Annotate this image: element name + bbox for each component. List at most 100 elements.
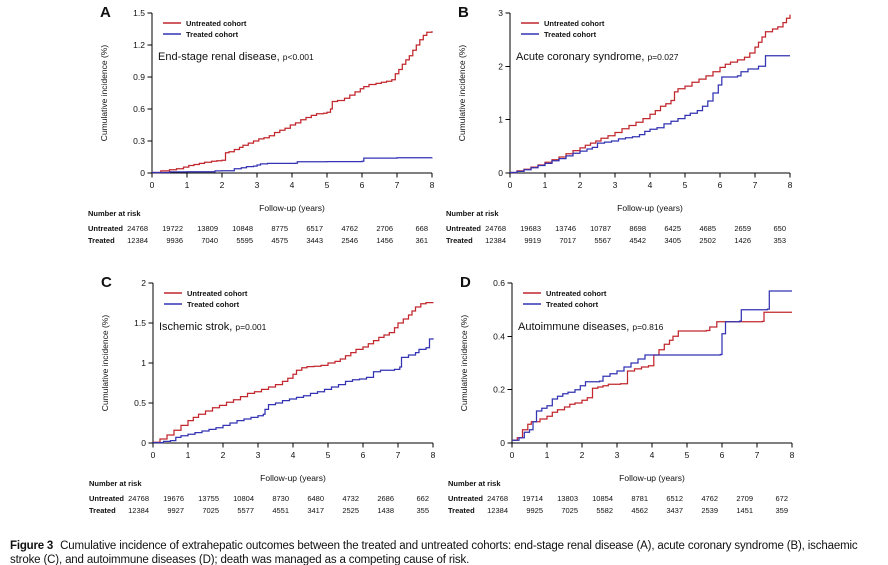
y-tick-label: 3 [498, 8, 503, 18]
risk-value: 9936 [166, 236, 183, 245]
risk-value: 3417 [307, 506, 324, 515]
x-tick-label: 2 [580, 450, 585, 460]
risk-value: 8698 [629, 224, 646, 233]
x-tick-label: 8 [430, 180, 435, 190]
treated-curve [152, 157, 433, 174]
panel-d-chart: D 0 0.2 0.4 0.6 0 1 2 3 4 5 6 7 8 Cumulative incidence… [448, 274, 795, 515]
x-tick-label: 3 [256, 450, 261, 460]
x-tick-label: 2 [221, 450, 226, 460]
risk-table-header: Number at risk [89, 479, 142, 488]
y-tick-label: 1 [498, 115, 503, 125]
x-axis-label: Follow-up (years) [260, 473, 326, 483]
risk-value: 1426 [734, 236, 751, 245]
risk-value: 9927 [167, 506, 184, 515]
panel-title-pvalue: p=0.027 [647, 52, 678, 62]
x-tick-label: 6 [360, 180, 365, 190]
risk-value: 2502 [699, 236, 716, 245]
risk-value: 353 [773, 236, 786, 245]
x-tick-label: 1 [185, 180, 190, 190]
untreated-legend-label: Untreated cohort [186, 19, 247, 28]
risk-value: 19722 [162, 224, 183, 233]
x-tick-label: 3 [613, 180, 618, 190]
risk-value: 2709 [736, 494, 753, 503]
risk-value: 7040 [201, 236, 218, 245]
panel-title-text: Autoimmune diseases, [518, 321, 632, 333]
y-tick-label: 0.6 [133, 104, 145, 114]
panel-title-text: Ischemic strok, [159, 321, 235, 333]
panel-letter: B [458, 4, 469, 21]
risk-value: 1451 [736, 506, 753, 515]
figure-caption-label: Figure 3 [10, 539, 54, 552]
risk-value: 10787 [590, 224, 611, 233]
risk-value: 10854 [592, 494, 613, 503]
risk-value: 12384 [127, 236, 148, 245]
risk-value: 24768 [485, 224, 506, 233]
risk-value: 361 [415, 236, 428, 245]
risk-value: 668 [415, 224, 428, 233]
risk-value: 355 [416, 506, 429, 515]
risk-value: 12384 [485, 236, 506, 245]
risk-value: 4542 [629, 236, 646, 245]
figure-caption-text: Cumulative incidence of extrahepatic out… [10, 539, 858, 565]
y-tick-label: 2 [141, 278, 146, 288]
x-tick-label: 0 [508, 180, 513, 190]
risk-value: 4562 [631, 506, 648, 515]
y-tick-label: 1.2 [133, 40, 145, 50]
risk-value: 13755 [198, 494, 219, 503]
risk-table-header: Number at risk [446, 209, 499, 218]
risk-value: 2706 [376, 224, 393, 233]
risk-value: 5577 [237, 506, 254, 515]
treated-legend-label: Treated cohort [546, 300, 599, 309]
risk-value: 672 [775, 494, 788, 503]
treated-curve [512, 290, 792, 441]
risk-value: 12384 [128, 506, 149, 515]
risk-value: 4762 [701, 494, 718, 503]
risk-value: 3443 [306, 236, 323, 245]
risk-value: 13809 [197, 224, 218, 233]
y-tick-label: 1.5 [133, 8, 145, 18]
risk-row-label: Untreated [89, 494, 124, 503]
figure-caption: Figure 3 Cumulative incidence of extrahep… [10, 539, 882, 565]
x-tick-label: 3 [615, 450, 620, 460]
panel-c-chart: C 0 0.5 1 1.5 2 0 1 2 3 4 5 6 7 8 Cumulative incidence … [89, 274, 436, 515]
x-tick-label: 0 [510, 450, 515, 460]
panel-title: Ischemic strok, p=0.001 [159, 321, 267, 333]
x-axis-label: Follow-up (years) [259, 203, 325, 213]
untreated-legend-label: Untreated cohort [546, 289, 607, 298]
x-tick-label: 7 [395, 180, 400, 190]
y-axis-label: Cumulative incidence (%) [100, 315, 110, 412]
panel-title-pvalue: p=0.816 [632, 322, 663, 332]
risk-value: 1456 [376, 236, 393, 245]
x-axis-label: Follow-up (years) [617, 203, 683, 213]
risk-value: 2546 [341, 236, 358, 245]
risk-value: 7025 [202, 506, 219, 515]
risk-value: 13746 [555, 224, 576, 233]
panel-a: A 0 0.3 0.6 0.9 1.2 1.5 0 1 2 3 4 5 6 7 8 Cumulative inc… [80, 0, 438, 252]
risk-value: 6480 [307, 494, 324, 503]
untreated-legend-label: Untreated cohort [187, 289, 248, 298]
x-tick-label: 4 [290, 180, 295, 190]
x-tick-label: 5 [326, 450, 331, 460]
y-tick-label: 0.4 [493, 331, 505, 341]
y-tick-label: 1 [141, 358, 146, 368]
x-tick-label: 6 [718, 180, 723, 190]
y-axis-label: Cumulative incidence (%) [99, 45, 109, 142]
risk-value: 650 [773, 224, 786, 233]
y-tick-label: 0 [140, 168, 145, 178]
risk-value: 5582 [596, 506, 613, 515]
risk-value: 2539 [701, 506, 718, 515]
risk-value: 24768 [487, 494, 508, 503]
x-tick-label: 3 [255, 180, 260, 190]
panel-b: B 0 1 2 3 0 1 2 3 4 5 6 7 8 Cumulative incidence (%) Fo… [438, 0, 796, 252]
panel-title: End-stage renal disease, p<0.001 [158, 51, 314, 63]
x-tick-label: 8 [790, 450, 795, 460]
x-tick-label: 5 [325, 180, 330, 190]
y-tick-label: 2 [498, 61, 503, 71]
untreated-curve [153, 301, 434, 443]
risk-row-label: Treated [446, 236, 473, 245]
y-tick-label: 0.6 [493, 278, 505, 288]
panel-letter: C [101, 274, 112, 291]
x-tick-label: 2 [220, 180, 225, 190]
x-tick-label: 8 [431, 450, 436, 460]
